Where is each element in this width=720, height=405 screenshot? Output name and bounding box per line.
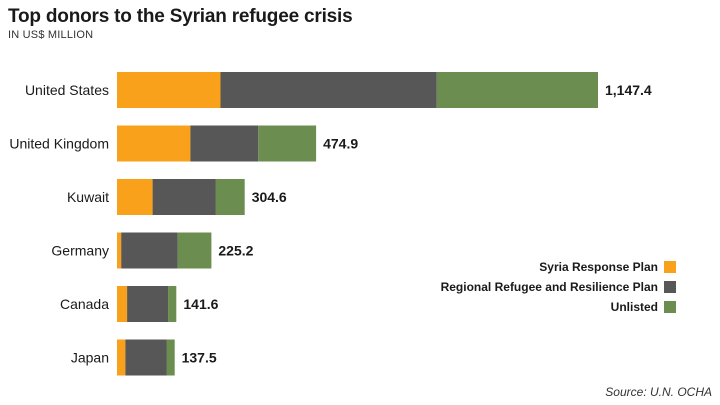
- bar-group: United Kingdom 474.9: [9, 125, 358, 162]
- bar-group: Kuwait 304.6: [67, 179, 287, 215]
- bar-group: Germany 225.2: [51, 232, 254, 269]
- legend-swatch: [664, 300, 676, 313]
- chart-subtitle: IN US$ MILLION: [8, 29, 94, 41]
- bar-segment: [168, 286, 177, 322]
- bar-segment: [220, 72, 437, 108]
- category-label: Kuwait: [67, 189, 109, 205]
- legend: Syria Response Plan Regional Refugee and…: [441, 260, 676, 320]
- category-label: Germany: [51, 243, 109, 259]
- legend-label: Syria Response Plan: [539, 259, 658, 274]
- bar-segment: [117, 339, 126, 376]
- bar-group: Canada 141.6: [60, 286, 219, 322]
- legend-item-unlisted: Unlisted: [441, 299, 676, 314]
- bar-segment: [436, 72, 598, 108]
- total-label: 304.6: [252, 189, 287, 205]
- total-label: 141.6: [183, 296, 218, 312]
- bar-segment: [117, 125, 191, 162]
- bar-segment: [190, 125, 259, 162]
- legend-swatch: [664, 260, 676, 273]
- total-label: 225.2: [218, 243, 253, 259]
- source-note: Source: U.N. OCHA: [605, 385, 712, 399]
- category-label: Japan: [71, 350, 109, 366]
- bar-segment: [166, 339, 175, 376]
- bar-segment: [117, 286, 128, 322]
- bar-segment: [127, 286, 169, 322]
- bar-segment: [125, 339, 167, 376]
- category-label: United Kingdom: [9, 136, 109, 152]
- bar-segment: [117, 179, 153, 215]
- bar-segment: [215, 179, 245, 215]
- bar-segment: [258, 125, 317, 162]
- legend-label: Regional Refugee and Resilience Plan: [440, 279, 658, 294]
- category-label: United States: [25, 82, 109, 98]
- total-label: 137.5: [182, 350, 217, 366]
- category-label: Canada: [60, 296, 109, 312]
- bar-segment: [121, 232, 178, 269]
- bar-segment: [177, 232, 212, 269]
- chart-title: Top donors to the Syrian refugee crisis: [8, 6, 353, 27]
- bar-segment: [117, 232, 122, 269]
- legend-item-regional-refugee-plan: Regional Refugee and Resilience Plan: [440, 279, 676, 294]
- bar-group: Japan 137.5: [71, 339, 217, 376]
- legend-label: Unlisted: [610, 299, 658, 314]
- bar-segment: [117, 72, 221, 108]
- bar-group: United States 1,147.4: [25, 72, 652, 108]
- legend-item-syria-response-plan: Syria Response Plan: [441, 259, 676, 274]
- bar-segment: [152, 179, 216, 215]
- total-label: 474.9: [323, 136, 358, 152]
- legend-swatch: [664, 280, 676, 293]
- total-label: 1,147.4: [605, 82, 652, 98]
